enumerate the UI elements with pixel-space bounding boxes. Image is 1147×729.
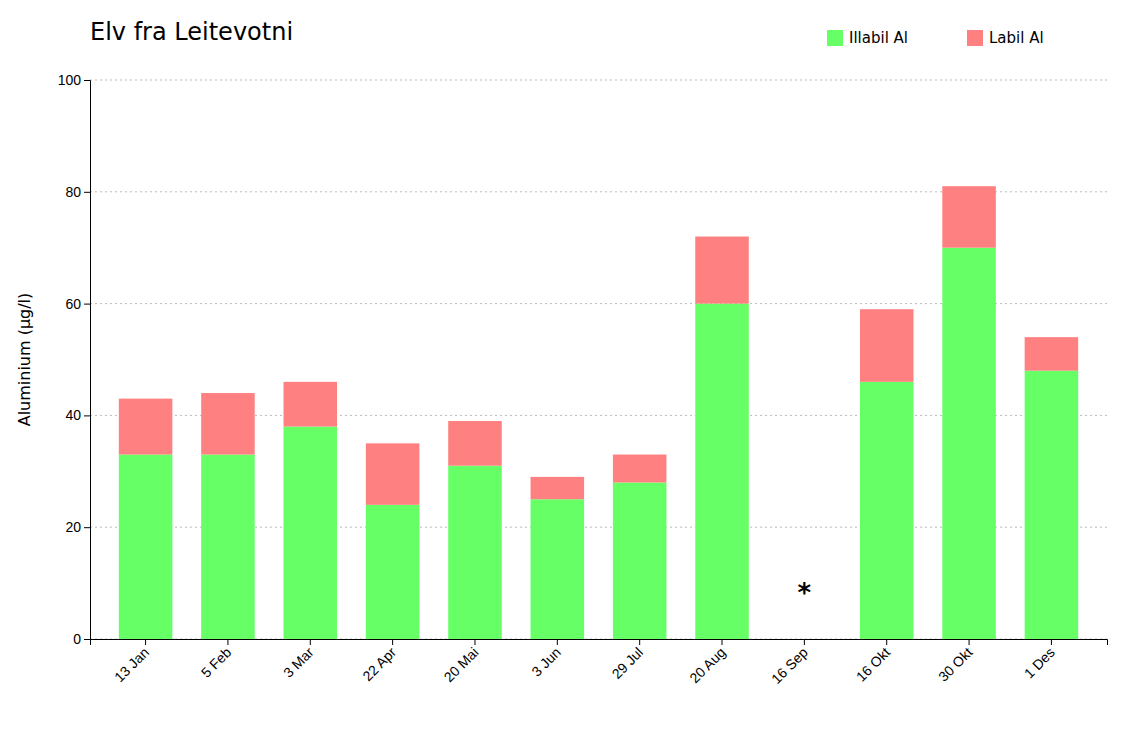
y-tick-label: 20: [65, 519, 81, 535]
legend-label: Labil Al: [989, 29, 1044, 47]
x-axis: 13 Jan 5 Feb 3 Mar 22 Apr 20 Mai 3 Jun 29 Jul 2…: [91, 639, 1108, 687]
y-tick: 20: [65, 519, 90, 535]
bar: [201, 455, 255, 639]
x-tick-mark: [227, 639, 228, 645]
bar: [119, 399, 173, 455]
x-tick-label: 1 Des: [1021, 644, 1058, 681]
bar-series: [119, 248, 1078, 639]
bar: [613, 482, 667, 639]
bar: [1025, 337, 1079, 371]
y-tick: 0: [73, 631, 90, 647]
x-tick-mark: [557, 639, 558, 645]
x-tick-label: 16 Okt: [853, 644, 894, 685]
chart: 0 20 40 60 80 100 13 Jan 5 Feb 3 Mar 22 Apr 20 Mai…: [0, 0, 1147, 729]
grid: [90, 80, 1107, 639]
x-tick: 29 Jul: [608, 639, 646, 682]
y-axis-line: [84, 81, 91, 640]
y-tick-label: 60: [65, 296, 81, 312]
x-tick-label: 20 Aug: [686, 644, 728, 686]
legend: Illabil Al Labil Al: [827, 29, 1044, 47]
bar: [531, 499, 585, 639]
x-tick: 5 Feb: [198, 639, 235, 681]
x-tick: 16 Okt: [853, 639, 894, 685]
y-tick-label: 0: [73, 631, 81, 647]
x-tick-label: 29 Jul: [608, 644, 646, 682]
x-tick-mark: [886, 639, 887, 645]
x-tick-mark: [1051, 639, 1052, 645]
x-tick-label: 16 Sep: [768, 644, 811, 687]
bar: [778, 639, 832, 640]
x-tick: 1 Des: [1021, 639, 1058, 681]
x-tick: 16 Sep: [768, 639, 811, 687]
x-tick: 3 Mar: [280, 639, 317, 681]
y-tick-label: 100: [58, 72, 82, 88]
x-tick-mark: [145, 639, 146, 645]
bar: [448, 421, 502, 466]
bar: [613, 455, 667, 483]
bar: [119, 455, 173, 639]
y-tick: 100: [58, 72, 90, 88]
legend-label: Illabil Al: [849, 29, 908, 47]
y-tick: 80: [65, 184, 90, 200]
y-axis-title: Aluminium (μg/l): [15, 293, 34, 427]
bar: [531, 477, 585, 499]
x-tick: 13 Jan: [111, 639, 152, 685]
x-tick: 22 Apr: [359, 639, 399, 684]
bar: [284, 427, 338, 639]
x-tick-label: 3 Mar: [280, 644, 317, 681]
bar: [942, 248, 996, 639]
x-tick: 30 Okt: [935, 639, 976, 685]
bar: [1025, 371, 1079, 639]
y-tick-mark: [84, 527, 90, 528]
legend-swatch: [827, 30, 843, 46]
x-tick-mark: [969, 639, 970, 645]
y-tick-label: 80: [65, 184, 81, 200]
x-tick-label: 13 Jan: [111, 644, 152, 685]
x-axis-line: [91, 640, 1108, 646]
x-tick-mark: [392, 639, 393, 645]
bars: [119, 186, 1078, 639]
bar: [448, 466, 502, 639]
legend-item: Illabil Al: [827, 29, 908, 47]
bar: [860, 382, 914, 639]
bar: [942, 186, 996, 247]
x-tick-label: 22 Apr: [359, 644, 399, 684]
x-tick-mark: [310, 639, 311, 645]
legend-item: Labil Al: [967, 29, 1044, 47]
x-tick-mark: [722, 639, 723, 645]
bar-series: [119, 186, 1078, 505]
x-tick: 20 Aug: [686, 639, 728, 686]
bar: [201, 393, 255, 454]
legend-swatch: [967, 30, 983, 46]
y-axis: 0 20 40 60 80 100: [58, 72, 91, 647]
y-tick-mark: [84, 192, 90, 193]
bar: [695, 304, 749, 639]
x-tick-mark: [474, 639, 475, 645]
y-tick-mark: [84, 304, 90, 305]
x-tick: 3 Jun: [528, 639, 564, 680]
bar: [860, 309, 914, 382]
bar: [366, 505, 420, 639]
bar: [778, 639, 832, 640]
title: Elv fra Leitevotni: [90, 18, 293, 46]
x-tick-label: 5 Feb: [198, 644, 235, 681]
bar: [284, 382, 338, 427]
x-tick: 20 Mai: [440, 639, 481, 685]
bar: [695, 237, 749, 304]
x-tick-mark: [804, 639, 805, 645]
y-tick-label: 40: [65, 407, 81, 423]
x-tick-label: 3 Jun: [528, 644, 564, 680]
annotation: *: [798, 578, 812, 608]
y-tick: 40: [65, 407, 90, 423]
bar: [366, 443, 420, 504]
x-tick-label: 30 Okt: [935, 644, 976, 685]
y-tick-mark: [84, 639, 90, 640]
x-tick-label: 20 Mai: [440, 644, 481, 685]
y-tick-mark: [84, 80, 90, 81]
y-tick-mark: [84, 415, 90, 416]
plot: 0 20 40 60 80 100 13 Jan 5 Feb 3 Mar 22 Apr 20 Mai…: [15, 72, 1108, 687]
x-tick-mark: [639, 639, 640, 645]
y-tick: 60: [65, 296, 90, 312]
grid-line: [90, 80, 1107, 81]
